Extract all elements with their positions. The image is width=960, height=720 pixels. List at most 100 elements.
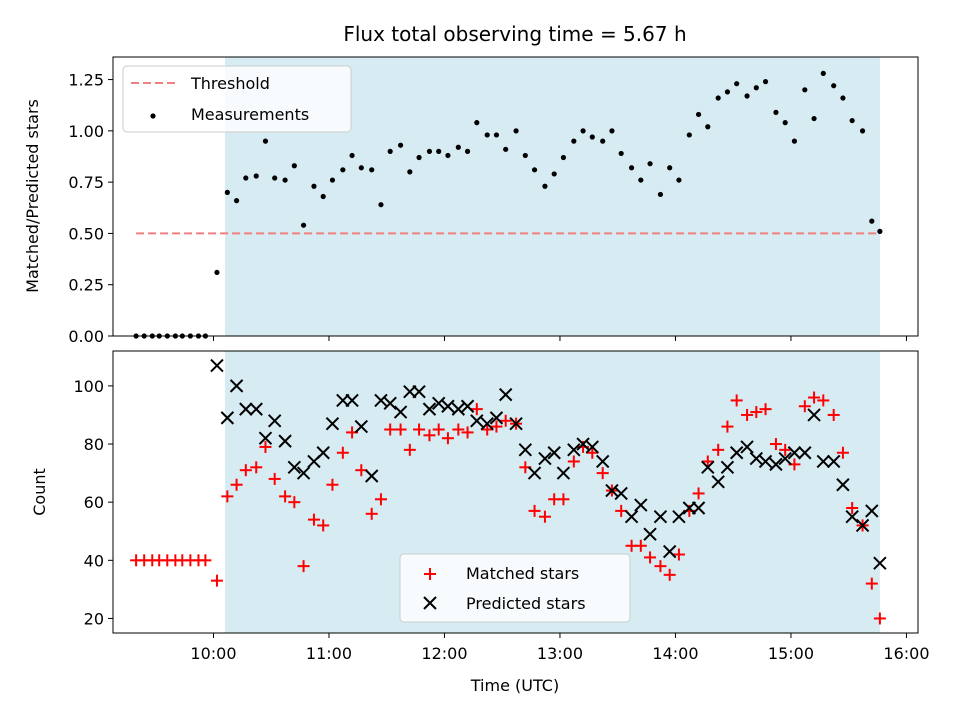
predicted-star-point <box>287 460 302 474</box>
measurement-point <box>638 177 644 183</box>
measurement-point <box>618 150 624 157</box>
predicted-star-point <box>412 384 426 399</box>
predicted-star-point <box>470 414 484 428</box>
measurement-point <box>869 218 875 224</box>
x-tick-label: 14:00 <box>652 644 698 663</box>
measurement-point <box>667 165 673 171</box>
measurement-point <box>802 87 808 93</box>
measurement-point <box>464 148 471 154</box>
matched-star-point <box>239 464 252 477</box>
top-panel: Flux total observing time = 5.67 h 0.000… <box>23 22 919 346</box>
predicted-star-point <box>720 460 735 474</box>
measurement-point <box>349 152 355 159</box>
measurement-point <box>358 165 364 171</box>
matched-star-point <box>365 507 378 520</box>
measurement-point <box>589 134 595 140</box>
measurement-point <box>715 95 721 101</box>
measurement-point <box>387 148 393 154</box>
matched-star-point <box>394 423 407 436</box>
predicted-star-point <box>239 402 253 416</box>
measurement-point <box>455 144 461 150</box>
matched-star-point <box>827 408 840 421</box>
measurement-point <box>262 138 269 144</box>
matched-star-point <box>779 443 792 456</box>
x-tick-label: 15:00 <box>768 644 814 663</box>
chart-title: Flux total observing time = 5.67 h <box>343 22 686 46</box>
matched-star-point <box>596 467 609 480</box>
measurement-point <box>820 70 826 77</box>
matched-star-point <box>374 493 387 506</box>
predicted-star-point <box>316 446 330 460</box>
top-legend: Threshold Measurements <box>122 65 352 133</box>
bottom-legend: Matched stars Predicted stars <box>399 553 631 623</box>
predicted-star-point <box>220 411 235 425</box>
measurement-point <box>609 128 615 134</box>
matched-star-point <box>712 443 725 456</box>
measurement-point <box>695 111 702 118</box>
measurement-point <box>753 85 759 91</box>
measurement-point <box>551 171 557 177</box>
predicted-star-point <box>662 544 677 559</box>
predicted-star-point <box>614 486 628 501</box>
y-tick-label: 100 <box>73 377 104 396</box>
predicted-star-point <box>451 402 466 416</box>
top-y-ticks: 0.00 0.25 0.50 0.75 1.00 1.25 <box>68 71 113 346</box>
predicted-star-point <box>624 510 639 524</box>
matched-star-point <box>750 406 763 419</box>
x-tick-label: 10:00 <box>190 644 236 663</box>
matched-star-point <box>692 487 705 500</box>
legend-predicted-swatch <box>423 596 437 610</box>
matched-star-point <box>490 420 503 433</box>
bottom-y-ticks: 20 40 60 80 100 <box>73 377 113 628</box>
matched-stars-points <box>130 391 886 625</box>
x-tick-label: 13:00 <box>537 644 583 663</box>
predicted-star-point <box>816 454 831 469</box>
measurement-point <box>282 177 288 183</box>
measurement-point <box>628 165 635 171</box>
measurement-point <box>600 138 606 144</box>
measurement-point <box>378 202 384 208</box>
predicted-star-point <box>585 440 600 454</box>
matched-star-point <box>644 551 657 564</box>
top-y-axis-label: Matched/Predicted stars <box>23 99 42 293</box>
predicted-star-point <box>365 469 379 483</box>
matched-star-point <box>557 493 570 506</box>
y-tick-label: 1.00 <box>68 122 104 141</box>
predicted-star-point <box>595 454 610 469</box>
legend-matched-label: Matched stars <box>466 564 579 583</box>
top-axes-frame <box>112 56 919 337</box>
predicted-star-point <box>845 510 859 524</box>
matched-star-point <box>199 554 212 567</box>
measurement-point <box>407 169 413 175</box>
predicted-star-point <box>711 475 725 489</box>
matched-star-point <box>538 510 551 523</box>
matched-star-point <box>586 446 599 459</box>
measurement-point <box>647 161 653 167</box>
predicted-star-point <box>393 405 408 419</box>
predicted-star-point <box>653 510 668 524</box>
legend-predicted-label: Predicted stars <box>466 594 586 613</box>
predicted-star-point <box>441 399 455 413</box>
matched-star-point <box>730 394 743 407</box>
predicted-star-point <box>567 443 581 457</box>
matched-star-point <box>701 455 714 468</box>
predicted-star-point <box>278 434 292 448</box>
measurement-point <box>542 183 548 189</box>
measurement-point <box>877 228 883 234</box>
predicted-star-point <box>634 498 648 512</box>
y-tick-label: 0.25 <box>68 276 104 295</box>
matched-star-point <box>470 403 483 416</box>
measurement-point <box>445 152 451 159</box>
matched-star-point <box>499 414 512 427</box>
predicted-star-point <box>605 483 619 498</box>
matched-star-point <box>567 455 580 468</box>
measurement-point <box>831 83 837 89</box>
predicted-star-point <box>354 419 369 434</box>
matched-star-point <box>672 548 685 561</box>
predicted-star-point <box>374 393 388 408</box>
top-legend-box <box>122 65 352 133</box>
legend-threshold-label: Threshold <box>190 74 270 93</box>
measurement-point <box>811 115 817 122</box>
predicted-star-point <box>855 518 870 533</box>
